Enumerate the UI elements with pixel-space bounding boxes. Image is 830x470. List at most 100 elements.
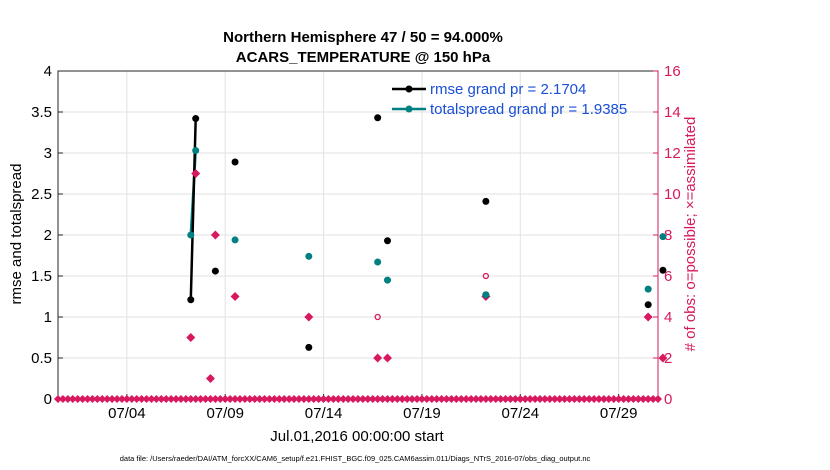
obs-zero-marker	[644, 395, 653, 403]
obs-zero-marker	[354, 395, 362, 403]
obs-zero-marker	[98, 395, 107, 403]
obs-zero-marker	[294, 395, 303, 403]
obs-zero-marker	[609, 395, 618, 403]
rmse-marker	[374, 114, 382, 122]
x-tick-label: 07/09	[206, 405, 244, 422]
obs-zero-marker	[550, 395, 559, 403]
legend-marker-totalspread	[405, 105, 413, 113]
obs-zero-marker	[442, 395, 451, 403]
obs-zero-marker	[299, 395, 308, 403]
obs-zero-marker	[511, 395, 520, 403]
obs-zero-marker	[619, 395, 628, 403]
obs-zero-marker	[245, 395, 254, 403]
x-tick-label: 07/19	[403, 405, 441, 422]
obs-zero-marker	[206, 395, 215, 403]
obs-zero-marker	[565, 395, 574, 403]
obs-zero-marker	[275, 395, 284, 403]
obs-zero-marker	[186, 395, 195, 403]
obs-zero-marker	[476, 395, 485, 403]
totalspread-marker	[192, 147, 200, 155]
x-tick-label: 07/04	[108, 405, 146, 422]
obs-zero-marker	[235, 395, 244, 403]
obs-zero-marker	[63, 395, 72, 403]
obs-zero-marker	[570, 395, 579, 403]
obs-zero-marker	[83, 395, 92, 403]
obs-zero-marker	[103, 395, 112, 403]
obs-assimilated-marker	[230, 292, 240, 301]
obs-zero-marker	[629, 395, 638, 403]
obs-zero-marker	[132, 395, 141, 403]
obs-zero-marker	[580, 395, 589, 403]
obs-assimilated-marker	[373, 353, 383, 363]
obs-zero-marker	[368, 395, 377, 403]
obs-zero-marker	[265, 395, 274, 403]
rmse-marker	[659, 266, 667, 274]
obs-zero-marker	[467, 395, 476, 403]
obs-zero-marker	[486, 395, 495, 403]
obs-zero-marker	[191, 395, 200, 403]
obs-zero-marker	[358, 395, 367, 403]
chart-title-line2: ACARS_TEMPERATURE @ 150 hPa	[236, 49, 491, 66]
y-tick-left-label: 1.5	[31, 268, 52, 285]
obs-zero-marker	[437, 395, 446, 403]
obs-zero-marker	[309, 395, 318, 403]
obs-zero-marker	[496, 395, 505, 403]
rmse-marker	[644, 301, 652, 309]
obs-zero-marker	[378, 395, 387, 403]
obs-zero-marker	[654, 395, 662, 403]
obs-zero-marker	[304, 395, 313, 403]
totalspread-marker	[187, 231, 195, 239]
y-tick-left-label: 0.5	[31, 350, 52, 367]
obs-zero-marker	[216, 395, 225, 403]
obs-assimilated-marker	[304, 312, 314, 322]
obs-zero-marker	[147, 395, 156, 403]
rmse-marker	[187, 296, 195, 304]
x-axis-label: Jul.01,2016 00:00:00 start	[270, 428, 444, 445]
y-tick-left-label: 3.5	[31, 104, 52, 121]
totalspread-marker	[659, 233, 667, 241]
totalspread-marker	[231, 236, 239, 244]
obs-possible-marker	[482, 272, 490, 280]
obs-zero-marker	[501, 395, 510, 403]
obs-zero-marker	[383, 395, 392, 403]
obs-zero-marker	[526, 395, 535, 403]
totalspread-marker	[384, 276, 392, 284]
obs-zero-marker	[639, 395, 648, 403]
obs-zero-marker	[54, 395, 62, 403]
obs-zero-marker	[285, 395, 294, 403]
y-tick-left-label: 4	[44, 63, 52, 80]
obs-zero-marker	[472, 395, 481, 403]
totalspread-marker	[374, 258, 382, 266]
obs-zero-marker	[314, 395, 323, 403]
obs-zero-marker	[432, 395, 441, 403]
y-axis-label-left: rmse and totalspread	[8, 164, 25, 305]
obs-zero-marker	[211, 395, 220, 403]
y-tick-right-label: 0	[664, 391, 672, 408]
rmse-marker	[305, 343, 313, 351]
obs-zero-marker	[172, 395, 181, 403]
obs-zero-marker	[393, 395, 402, 403]
obs-zero-marker	[599, 395, 608, 403]
obs-zero-marker	[462, 395, 471, 403]
obs-zero-marker	[403, 395, 412, 403]
chart-title-line1: Northern Hemisphere 47 / 50 = 94.000%	[223, 29, 503, 46]
y-axis-label-right: # of obs: o=possible; ×=assimilated	[682, 117, 699, 352]
obs-zero-marker	[452, 395, 461, 403]
obs-zero-marker	[555, 395, 564, 403]
legend: rmse grand pr = 2.1704 totalspread grand …	[392, 81, 627, 118]
obs-zero-marker	[417, 395, 426, 403]
y-tick-left-label: 0	[44, 391, 52, 408]
obs-zero-marker	[231, 395, 240, 403]
obs-zero-marker	[363, 395, 372, 403]
totalspread-marker	[305, 252, 313, 260]
rmse-marker	[211, 267, 219, 275]
y-tick-right-label: 6	[664, 268, 672, 285]
obs-zero-marker	[78, 395, 87, 403]
x-tick-label: 07/24	[502, 405, 540, 422]
y-tick-right-label: 8	[664, 227, 672, 244]
obs-assimilated-marker	[186, 333, 196, 342]
y-tick-right-label: 10	[664, 186, 681, 203]
obs-zero-marker	[531, 395, 540, 403]
obs-zero-marker	[162, 395, 171, 403]
